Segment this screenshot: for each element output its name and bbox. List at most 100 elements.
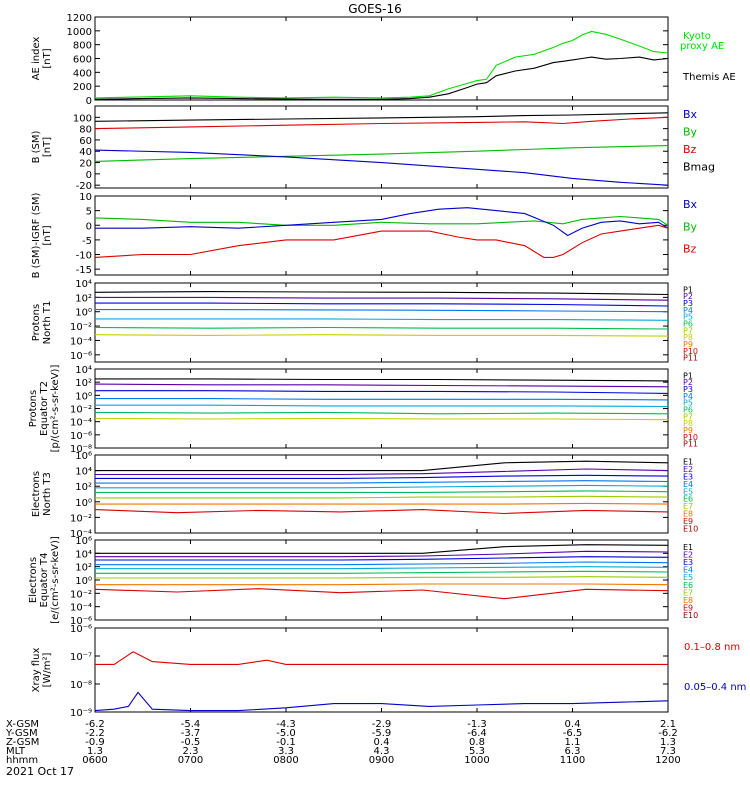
series-line-by xyxy=(95,145,668,162)
series-line-e5 xyxy=(95,484,668,489)
ephem-value: 1.1 xyxy=(565,737,581,748)
y-tick-label: 10⁻⁹ xyxy=(70,708,92,719)
legend-entry: proxy AE xyxy=(680,41,724,52)
ephem-row-name: Y-GSM xyxy=(5,728,38,739)
series-line-e3 xyxy=(95,556,668,561)
series-line-e4 xyxy=(95,480,668,484)
legend-entry: P6 xyxy=(683,320,693,329)
ephem-value: 0.4 xyxy=(565,719,581,730)
y-tick-label: 0 xyxy=(86,221,92,232)
ephem-value: 3.3 xyxy=(278,746,294,757)
legend-entry: E7 xyxy=(683,502,693,511)
y-tick-label: 80 xyxy=(79,125,92,136)
legend-entry: E3 xyxy=(683,558,693,567)
series-line-0-05-0-4-nm xyxy=(95,691,668,712)
legend-entry: Bx xyxy=(683,108,698,121)
ephem-value: 1000 xyxy=(464,755,489,766)
ephem-value: -4.3 xyxy=(276,719,296,730)
y-tick-label: 10⁻⁴ xyxy=(70,418,92,429)
ephem-row-name: hhmm xyxy=(6,755,38,766)
y-axis-label: [nT] xyxy=(42,225,53,245)
legend-entry: P9 xyxy=(683,340,693,349)
y-tick-label: 10⁻⁶ xyxy=(70,431,92,442)
panel-frame xyxy=(94,454,669,534)
ephem-value: -3.7 xyxy=(181,728,201,739)
y-tick-label: -10 xyxy=(76,251,92,262)
series-line-p5 xyxy=(95,318,668,321)
series-line-bx xyxy=(95,149,668,186)
legend-entry: P2 xyxy=(683,292,693,301)
legend: 0.1–0.8 nm 0.05–0.4 nm xyxy=(684,642,746,693)
series-line-e8 xyxy=(95,583,668,586)
legend-entry: E8 xyxy=(683,510,693,519)
y-tick-label: 10⁶ xyxy=(75,536,92,547)
y-tick-label: 10² xyxy=(75,563,92,574)
y-tick-label: 60 xyxy=(79,136,92,147)
legend-entry: Bz xyxy=(683,143,697,156)
ephem-value: 2.3 xyxy=(183,746,199,757)
legend-entry: P7 xyxy=(683,412,693,421)
legend-entry: 0.1–0.8 nm xyxy=(684,642,740,653)
panel-frame xyxy=(94,539,669,621)
y-tick-label: 400 xyxy=(73,68,92,79)
y-axis-label: [p/(cm²-s-sr-keV)] xyxy=(50,365,61,453)
legend-entry: P6 xyxy=(683,406,693,415)
series-line-p6 xyxy=(95,326,668,330)
series-line-p5 xyxy=(95,404,668,408)
legend: Bx By Bz xyxy=(683,198,698,256)
legend-entry: Themis AE xyxy=(682,72,736,83)
legend-entry: P1 xyxy=(683,285,693,294)
legend-entry: E5 xyxy=(683,487,693,496)
ephem-value: 0.4 xyxy=(374,737,390,748)
series-group xyxy=(95,30,668,100)
y-tick-label: 10⁰ xyxy=(75,308,92,319)
legend-entry: Kyoto xyxy=(683,31,711,42)
legend-entry: P9 xyxy=(683,426,693,435)
y-axis-label: Electrons xyxy=(31,471,42,517)
legend-entry: P3 xyxy=(683,299,693,308)
legend-entry: E2 xyxy=(683,550,693,559)
legend-entry: E10 xyxy=(683,611,698,620)
series-line-e2 xyxy=(95,468,668,476)
chart-title: GOES-16 xyxy=(348,2,402,16)
series-line-p2 xyxy=(95,296,668,301)
series-line-e8 xyxy=(95,502,668,505)
y-tick-label: 10⁻⁶ xyxy=(70,616,92,627)
y-tick-label: 10⁰ xyxy=(75,391,92,402)
y-tick-label: 200 xyxy=(73,82,92,93)
ephem-value: -6.4 xyxy=(467,728,487,739)
series-line-p7 xyxy=(95,334,668,337)
date-label: 2021 Oct 17 xyxy=(6,765,74,778)
series-group xyxy=(95,378,668,421)
y-tick-label: 800 xyxy=(73,41,92,52)
ephem-value: -6.2 xyxy=(658,728,678,739)
legend-entry: E1 xyxy=(683,543,693,552)
series-line-p3 xyxy=(95,390,668,394)
ephem-value: -0.5 xyxy=(181,737,201,748)
y-axis-label: Protons xyxy=(28,390,39,427)
legend-entry: P3 xyxy=(683,385,693,394)
y-tick-label: 10² xyxy=(75,378,92,389)
y-tick-label: 10⁻⁴ xyxy=(70,529,92,540)
series-line-e5 xyxy=(95,566,668,570)
legend-entry: E9 xyxy=(683,604,693,613)
y-tick-label: 10⁴ xyxy=(75,549,92,560)
legend-entry: P10 xyxy=(683,347,698,356)
legend-entry: E4 xyxy=(683,566,693,575)
y-tick-label: 10 xyxy=(79,192,92,203)
series-line-p1 xyxy=(95,291,668,296)
ephem-row-name: Z-GSM xyxy=(6,737,39,748)
y-axis-label: [nT] xyxy=(42,48,53,68)
series-line-e9 xyxy=(95,588,668,600)
legend-entry: E8 xyxy=(683,596,693,605)
ephem-value: 1200 xyxy=(655,755,680,766)
y-axis-label: Equator T4 xyxy=(39,553,50,608)
legend-entry: P11 xyxy=(683,354,698,363)
series-line-p2 xyxy=(95,383,668,388)
series-line-e1 xyxy=(95,460,668,472)
panel-electrons_t4: 10⁻⁶ 10⁻⁴ 10⁻² 10⁰ 10² 10⁴ 10⁶ Electrons Equator… xyxy=(28,536,698,627)
